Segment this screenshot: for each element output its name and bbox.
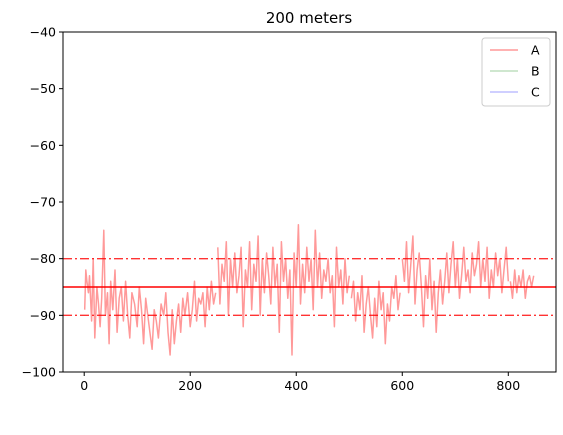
series-layer — [83, 223, 535, 356]
legend: ABC — [481, 37, 551, 107]
legend-label-a: A — [531, 43, 540, 58]
x-tick-label: 200 — [178, 378, 202, 393]
x-tick-label: 400 — [284, 378, 308, 393]
series-a-line-segment-4 — [509, 269, 535, 300]
series-a-line-segment-0 — [83, 229, 217, 356]
y-tick-label: −70 — [30, 195, 56, 210]
x-tick-label: 600 — [390, 378, 414, 393]
series-a-line-segment-1 — [217, 223, 351, 356]
legend-label-b: B — [531, 64, 540, 79]
y-tick-label: −60 — [30, 138, 56, 153]
y-tick-label: −80 — [30, 251, 56, 266]
legend-label-c: C — [531, 85, 540, 100]
series-a-line-segment-2 — [350, 274, 401, 345]
reference-lines — [63, 257, 556, 317]
legend-box — [481, 37, 551, 107]
axes: 0 200 400 600 800 −100 −90 −80 −70 −60 −50 −40 — [22, 25, 557, 393]
series-a-line-segment-3 — [401, 235, 510, 334]
chart-title: 200 meters — [266, 9, 353, 27]
y-tick-label: −100 — [22, 365, 56, 380]
x-tick-label: 800 — [496, 378, 520, 393]
x-tick-label: 0 — [80, 378, 88, 393]
y-tick-label: −40 — [30, 25, 56, 40]
y-tick-label: −90 — [30, 308, 56, 323]
y-tick-label: −50 — [30, 81, 56, 96]
